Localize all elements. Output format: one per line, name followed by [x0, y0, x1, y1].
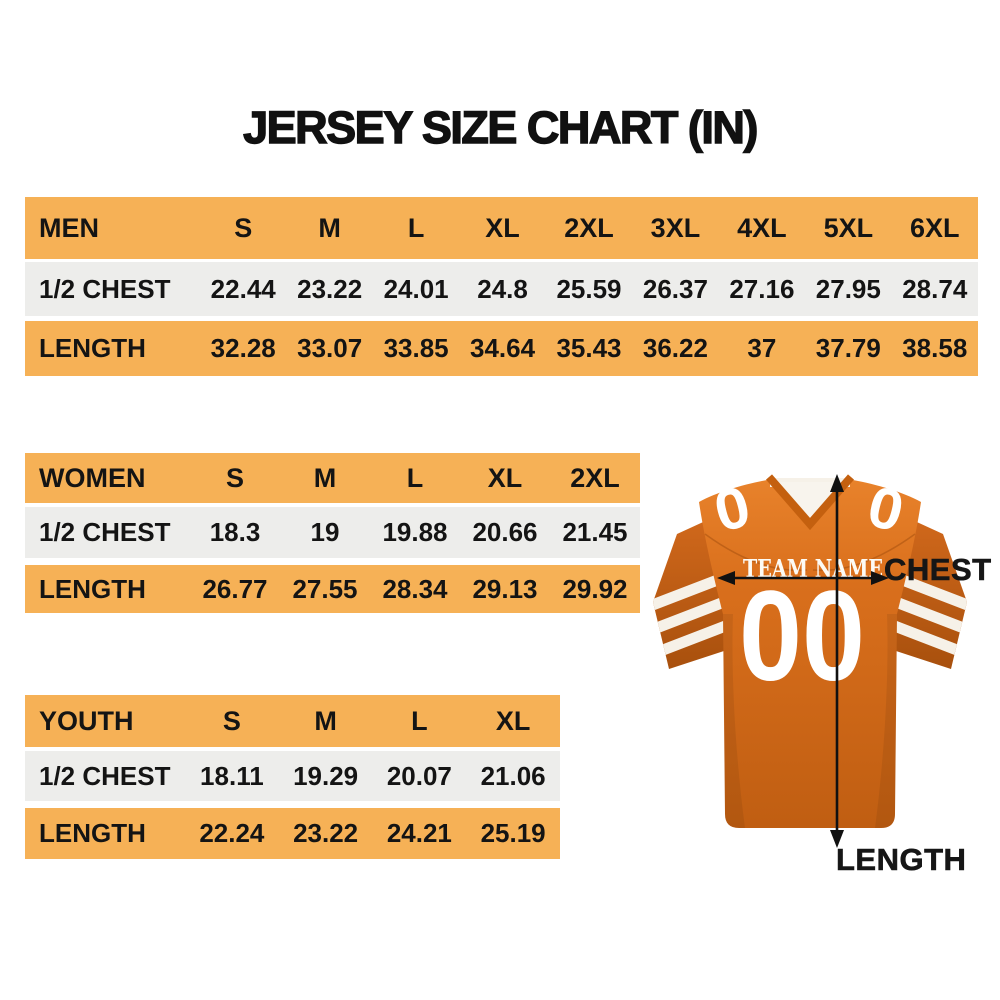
value-cell: 34.64 — [470, 333, 536, 363]
measure-label-cell: LENGTH — [39, 818, 146, 848]
value-cell: 23.22 — [293, 818, 359, 848]
value-cell: 26.37 — [642, 273, 708, 304]
value-cell: 27.95 — [815, 273, 881, 304]
size-header-cell: XL — [485, 212, 520, 243]
value-cell: 18.11 — [200, 760, 264, 791]
value-cell: 21.06 — [480, 760, 546, 791]
table-title-cell: MEN — [39, 212, 99, 243]
value-cell: 27.55 — [292, 573, 358, 604]
value-cell: 25.59 — [556, 273, 622, 304]
value-cell: 19.29 — [293, 760, 359, 791]
jersey-body — [699, 480, 921, 828]
value-cell: 23.22 — [297, 273, 363, 304]
value-cell: 18.3 — [209, 517, 261, 547]
value-cell: 37 — [747, 333, 777, 363]
page-title: JERSEY SIZE CHART (IN) — [242, 101, 759, 153]
value-cell: 36.22 — [642, 333, 708, 363]
women-half-chest-row: 1/2 CHEST 18.3 19 19.88 20.66 21.45 — [25, 507, 640, 558]
collar-inner-white — [774, 482, 846, 520]
size-header-cell: L — [411, 705, 428, 736]
size-header-cell: 5XL — [823, 212, 874, 243]
men-header-row: MEN S M L XL 2XL 3XL 4XL 5XL 6XL — [25, 197, 978, 259]
value-cell: 37.79 — [815, 333, 881, 363]
youth-header-row: YOUTH S M L XL — [25, 695, 560, 747]
jersey-number: 00 — [739, 565, 865, 708]
youth-half-chest-row: 1/2 CHEST 18.11 19.29 20.07 21.06 — [25, 751, 560, 801]
measure-label-cell: 1/2 CHEST — [39, 517, 171, 547]
size-header-cell: 2XL — [564, 212, 614, 243]
chest-label: CHEST — [884, 552, 992, 588]
size-header-cell: L — [406, 462, 424, 493]
size-header-cell: M — [318, 212, 341, 243]
yoke-seam-right — [812, 533, 916, 572]
size-header-cell: 4XL — [737, 212, 787, 243]
table-title-cell: WOMEN — [39, 462, 146, 493]
value-cell: 19 — [310, 517, 340, 547]
size-header-cell: M — [314, 705, 337, 736]
measure-label-cell: 1/2 CHEST — [39, 273, 171, 304]
men-size-table: MEN S M L XL 2XL 3XL 4XL 5XL 6XL 1/2 CHE… — [25, 197, 978, 376]
size-header-cell: S — [234, 212, 253, 243]
value-cell: 25.19 — [480, 818, 546, 848]
size-header-cell: 6XL — [910, 212, 960, 243]
value-cell: 33.07 — [297, 333, 363, 363]
value-cell: 29.13 — [472, 573, 538, 604]
value-cell: 38.58 — [902, 333, 968, 363]
left-sleeve-stripes — [653, 572, 727, 659]
chest-arrow — [717, 571, 889, 585]
youth-length-row: LENGTH 22.24 23.22 24.21 25.19 — [25, 808, 560, 859]
value-cell: 22.24 — [199, 818, 265, 848]
yoke-seam-left — [704, 533, 808, 572]
value-cell: 24.01 — [383, 273, 449, 304]
value-cell: 21.45 — [562, 517, 628, 547]
value-cell: 35.43 — [556, 333, 622, 363]
right-sleeve-stripes — [893, 572, 967, 659]
women-header-row: WOMEN S M L XL 2XL — [25, 453, 640, 503]
measure-label-cell: LENGTH — [39, 573, 146, 604]
women-size-table: WOMEN S M L XL 2XL 1/2 CHEST 18.3 19 19.… — [25, 453, 640, 613]
value-cell: 26.77 — [202, 573, 268, 604]
value-cell: 24.8 — [477, 273, 528, 304]
body-shade-right — [875, 614, 897, 828]
value-cell: 33.85 — [383, 333, 449, 363]
jersey-graphic: 0 0 TEAM NAME 00 — [653, 473, 967, 848]
jersey-illustration: 0 0 TEAM NAME 00 — [645, 462, 975, 862]
length-label: LENGTH — [836, 842, 967, 878]
women-length-row: LENGTH 26.77 27.55 28.34 29.13 29.92 — [25, 565, 640, 613]
value-cell: 20.66 — [472, 517, 538, 547]
value-cell: 27.16 — [729, 273, 795, 304]
body-shade-left — [723, 614, 745, 828]
size-header-cell: M — [313, 462, 337, 493]
value-cell: 29.92 — [562, 573, 628, 604]
men-length-row: LENGTH 32.28 33.07 33.85 34.64 35.43 36.… — [25, 321, 978, 376]
length-arrow — [830, 474, 844, 848]
size-header-cell: L — [407, 212, 425, 243]
size-header-cell: XL — [487, 462, 523, 493]
value-cell: 24.21 — [386, 818, 452, 848]
value-cell: 19.88 — [382, 517, 448, 547]
value-cell: 32.28 — [210, 333, 276, 363]
table-title-cell: YOUTH — [39, 705, 134, 736]
measure-label-cell: 1/2 CHEST — [39, 760, 171, 791]
size-header-cell: S — [225, 462, 244, 493]
size-header-cell: 3XL — [650, 212, 701, 243]
size-header-cell: 2XL — [570, 462, 620, 493]
measure-label-cell: LENGTH — [39, 333, 146, 363]
size-header-cell: S — [222, 705, 241, 736]
value-cell: 28.34 — [382, 573, 448, 604]
men-half-chest-row: 1/2 CHEST 22.44 23.22 24.01 24.8 25.59 2… — [25, 262, 978, 316]
youth-size-table: YOUTH S M L XL 1/2 CHEST 18.11 19.29 20.… — [25, 695, 560, 859]
value-cell: 28.74 — [902, 273, 968, 304]
value-cell: 20.07 — [386, 760, 452, 791]
value-cell: 22.44 — [210, 273, 276, 304]
size-header-cell: XL — [495, 705, 531, 736]
